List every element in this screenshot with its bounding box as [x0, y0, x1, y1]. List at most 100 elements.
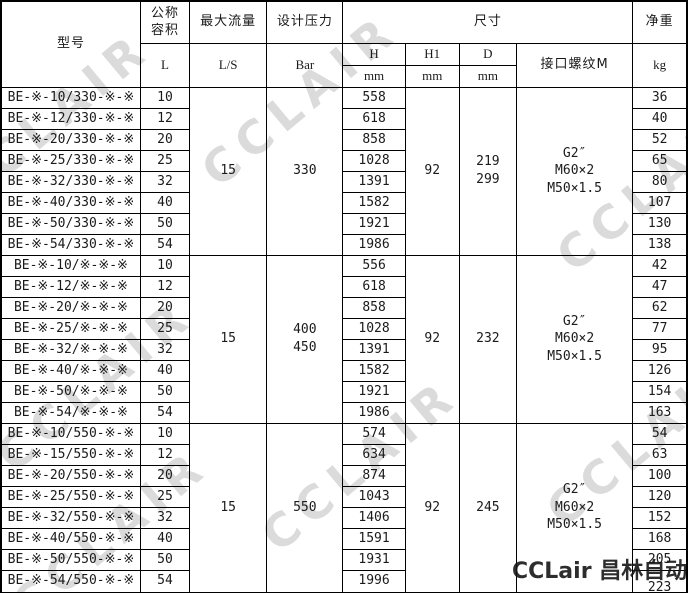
header-size: 尺寸 [342, 0, 634, 44]
volume-cell: 50 [139, 212, 191, 235]
h-cell: 1582 [342, 191, 406, 214]
h-cell: 874 [342, 464, 406, 487]
h-cell: 1996 [342, 569, 406, 593]
pressure-cell: 550 [266, 422, 344, 593]
d-cell: 219 299 [458, 86, 517, 256]
volume-cell: 25 [139, 317, 191, 340]
weight-cell: 36 [632, 86, 688, 109]
header-d: D [458, 42, 517, 66]
header-thread: 接口螺纹M [515, 42, 634, 88]
weight-cell: 100 [632, 464, 688, 487]
header-h-mm: mm [342, 64, 406, 88]
volume-cell: 50 [139, 548, 191, 571]
header-row-1: 型号 公称 容积 最大流量 设计压力 尺寸 净重 [0, 0, 688, 88]
flow-cell: 15 [189, 254, 268, 424]
volume-cell: 20 [139, 128, 191, 151]
model-cell: BE-※-12/※-※-※ [0, 275, 141, 298]
table-row: BE-※-50/550-※-※ 50 1931 205 [0, 548, 688, 571]
volume-cell: 54 [139, 233, 191, 256]
h-cell: 618 [342, 107, 406, 130]
weight-cell: 154 [632, 380, 688, 403]
volume-cell: 20 [139, 296, 191, 319]
h-cell: 1028 [342, 149, 406, 172]
weight-cell: 40 [632, 107, 688, 130]
weight-cell: 42 [632, 254, 688, 277]
h-cell: 858 [342, 128, 406, 151]
model-cell: BE-※-20/550-※-※ [0, 464, 141, 487]
flow-cell: 15 [189, 86, 268, 256]
volume-cell: 50 [139, 380, 191, 403]
header-flow: 最大流量 [189, 0, 268, 44]
weight-cell: 138 [632, 233, 688, 256]
model-cell: BE-※-10/550-※-※ [0, 422, 141, 445]
volume-cell: 10 [139, 254, 191, 277]
volume-cell: 32 [139, 338, 191, 361]
table-row: BE-※-54/330-※-※ 54 1986 138 [0, 233, 688, 256]
table-row: BE-※-54/550-※-※ 54 1996 223 [0, 569, 688, 593]
volume-cell: 40 [139, 359, 191, 382]
model-cell: BE-※-40/330-※-※ [0, 191, 141, 214]
volume-cell: 54 [139, 569, 191, 593]
weight-cell: 205 [632, 548, 688, 571]
thread-cell: G2″ M60×2 M50×1.5 [515, 86, 634, 256]
pressure-cell: 400 450 [266, 254, 344, 424]
table-row: BE-※-15/550-※-※ 12 634 63 [0, 443, 688, 466]
volume-cell: 10 [139, 86, 191, 109]
weight-cell: 107 [632, 191, 688, 214]
volume-cell: 25 [139, 149, 191, 172]
h-cell: 558 [342, 86, 406, 109]
model-cell: BE-※-25/550-※-※ [0, 485, 141, 508]
h-cell: 556 [342, 254, 406, 277]
table-row: BE-※-32/330-※-※ 32 1391 80 [0, 170, 688, 193]
header-model: 型号 [0, 0, 141, 88]
table-row: BE-※-32/※-※-※ 32 1391 95 [0, 338, 688, 361]
h-cell: 634 [342, 443, 406, 466]
h-cell: 1391 [342, 170, 406, 193]
header-volume: 公称 容积 [139, 0, 191, 44]
table-row: BE-※-10/※-※-※ 10 15 400 450 556 92 232 G2″ M60×… [0, 254, 688, 424]
weight-cell: 163 [632, 401, 688, 424]
volume-cell: 25 [139, 485, 191, 508]
weight-cell: 77 [632, 317, 688, 340]
header-weight-unit: kg [632, 42, 688, 88]
volume-cell: 20 [139, 464, 191, 487]
h1-cell: 92 [404, 422, 460, 593]
pressure-cell: 330 [266, 86, 344, 256]
weight-cell: 65 [632, 149, 688, 172]
weight-cell: 63 [632, 443, 688, 466]
model-cell: BE-※-54/※-※-※ [0, 401, 141, 424]
header-d-mm: mm [458, 64, 517, 88]
volume-cell: 12 [139, 275, 191, 298]
header-volume-unit: L [139, 42, 191, 88]
table-row: BE-※-20/550-※-※ 20 874 100 [0, 464, 688, 487]
header-weight: 净重 [632, 0, 688, 44]
model-cell: BE-※-12/330-※-※ [0, 107, 141, 130]
weight-cell: 168 [632, 527, 688, 550]
h-cell: 1591 [342, 527, 406, 550]
thread-cell: G2″ M60×2 M50×1.5 [515, 254, 634, 424]
h-cell: 1986 [342, 401, 406, 424]
h-cell: 1931 [342, 548, 406, 571]
h1-cell: 92 [404, 254, 460, 424]
model-cell: BE-※-50/330-※-※ [0, 212, 141, 235]
header-pressure: 设计压力 [266, 0, 344, 44]
table-row: BE-※-50/※-※-※ 50 1921 154 [0, 380, 688, 403]
weight-cell: 47 [632, 275, 688, 298]
weight-cell: 120 [632, 485, 688, 508]
table-row: BE-※-32/550-※-※ 32 1406 152 [0, 506, 688, 529]
header-pressure-unit: Bar [266, 42, 344, 88]
d-cell: 245 [458, 422, 517, 593]
model-cell: BE-※-32/※-※-※ [0, 338, 141, 361]
model-cell: BE-※-32/550-※-※ [0, 506, 141, 529]
weight-cell: 54 [632, 422, 688, 445]
header-h: H [342, 42, 406, 66]
volume-cell: 12 [139, 107, 191, 130]
header-flow-unit: L/S [189, 42, 268, 88]
h-cell: 1582 [342, 359, 406, 382]
weight-cell: 62 [632, 296, 688, 319]
header-row-2: L L/S Bar H H1 D 接口螺纹M kg [1, 42, 688, 88]
volume-cell: 32 [139, 506, 191, 529]
volume-cell: 12 [139, 443, 191, 466]
